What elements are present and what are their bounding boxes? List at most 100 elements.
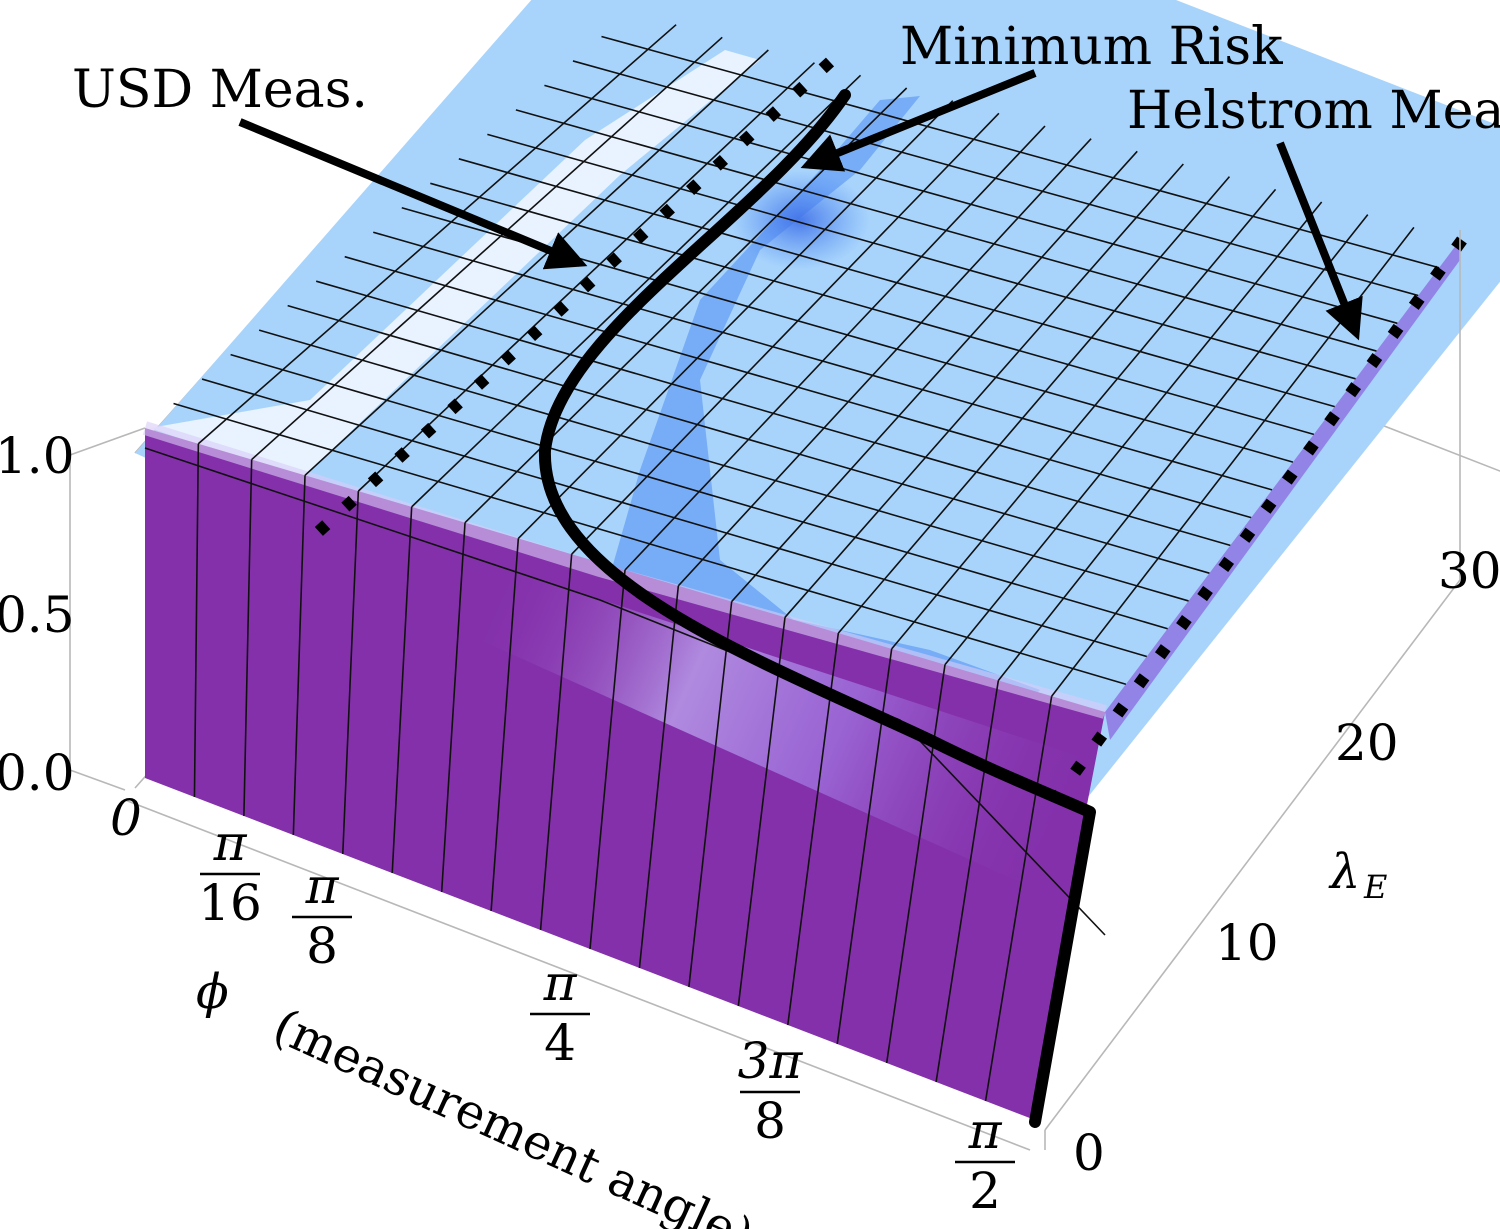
mesh-line xyxy=(544,84,1398,325)
x-tick-numerator: π xyxy=(213,814,248,872)
plot-box-front xyxy=(69,230,1461,1151)
mesh-line xyxy=(458,158,1335,408)
mesh-line xyxy=(517,100,954,540)
y-tick-label: 30 xyxy=(1438,542,1500,600)
mesh-line xyxy=(344,255,1252,519)
mesh-line xyxy=(357,62,815,492)
front-mesh-line xyxy=(391,506,413,874)
mesh-line xyxy=(891,188,1277,650)
z-tick-label: 0.0 xyxy=(0,744,75,802)
mesh-line xyxy=(304,49,769,476)
x-tick-denominator: 8 xyxy=(306,917,338,975)
mesh-line xyxy=(230,353,1168,630)
x-tick-numerator: π xyxy=(968,1102,1003,1160)
x-tick-denominator: 8 xyxy=(754,1092,786,1150)
helstrom-annotation: Helstrom Meas. xyxy=(1127,81,1500,141)
front-face-glow xyxy=(480,560,1090,900)
minimum-risk-annotation: Minimum Risk xyxy=(900,17,1283,77)
mesh-line xyxy=(731,150,1138,603)
x-tick: 3π8 xyxy=(738,1032,804,1150)
usd-annotation: USD Meas. xyxy=(72,60,368,120)
x-tick: 0 xyxy=(110,789,142,847)
mesh-line xyxy=(837,176,1231,634)
mesh-line xyxy=(624,125,1046,571)
front-mesh-line xyxy=(688,601,733,988)
valley-shade xyxy=(600,96,1040,720)
z-axis: 0.0 0.5 1.0 xyxy=(0,427,75,802)
minimum-risk-arrow xyxy=(800,69,1037,172)
x-tick-numerator: π xyxy=(543,954,578,1012)
ridge-highlight xyxy=(150,50,760,480)
x-tick-label: 0 xyxy=(110,789,142,847)
front-mesh-line xyxy=(638,585,680,969)
front-face xyxy=(142,421,1107,1120)
x-axis-label: ϕ (measurement angle) xyxy=(196,964,762,1229)
y-axis: 0 10 20 30 λ E xyxy=(1073,542,1500,1182)
front-mesh-line xyxy=(885,664,946,1064)
mesh-line xyxy=(430,182,1315,436)
z-tick-label: 1.0 xyxy=(0,427,75,485)
front-mesh-line xyxy=(935,680,1000,1083)
mesh-line xyxy=(411,74,862,508)
front-mesh-line xyxy=(341,491,360,855)
mesh-line xyxy=(944,201,1323,666)
mesh-line xyxy=(251,36,723,461)
mesh-line xyxy=(677,138,1092,587)
mesh-grid xyxy=(144,24,1440,1102)
helstrom-arrow xyxy=(1276,141,1363,341)
y-tick-label: 20 xyxy=(1335,714,1399,772)
x-axis-symbol: ϕ xyxy=(196,964,229,1020)
x-tick-denominator: 16 xyxy=(198,874,262,932)
y-tick-label: 0 xyxy=(1073,1124,1105,1182)
box-edge xyxy=(124,799,1031,1151)
front-mesh-line xyxy=(440,522,466,893)
mesh-line xyxy=(997,214,1369,681)
mesh-line xyxy=(784,163,1184,618)
x-tick-denominator: 2 xyxy=(969,1162,1001,1220)
box-edge xyxy=(69,427,146,456)
y-axis-subscript: E xyxy=(1363,868,1387,906)
mesh-line xyxy=(287,304,1210,574)
box-edge xyxy=(69,769,126,791)
x-axis-title: (measurement angle) xyxy=(265,998,762,1229)
z-tick-label: 0.5 xyxy=(0,586,75,644)
mesh-line xyxy=(515,109,1377,352)
y-axis-title: λ xyxy=(1328,844,1360,900)
front-mesh-line xyxy=(589,569,626,950)
mesh-line xyxy=(601,35,1440,269)
x-tick-denominator: 4 xyxy=(544,1014,576,1072)
mesh-line xyxy=(572,60,1419,297)
x-tick: π2 xyxy=(955,1102,1015,1220)
mesh-line xyxy=(197,24,677,445)
mesh-line xyxy=(315,280,1231,547)
measurement-curves xyxy=(310,57,1467,1128)
mesh-line xyxy=(173,402,1127,686)
front-mesh-line xyxy=(539,554,573,931)
mesh-line xyxy=(373,231,1273,491)
mesh-line xyxy=(258,329,1189,602)
x-tick: π8 xyxy=(292,857,352,975)
minimum-risk-curve xyxy=(538,89,1096,1128)
right-face-fill xyxy=(1105,240,1460,740)
front-face-fill xyxy=(145,428,1105,1120)
front-mesh-line xyxy=(193,443,200,798)
mesh-line xyxy=(201,378,1147,658)
box-edge xyxy=(1044,579,1461,1131)
y-tick-label: 10 xyxy=(1215,914,1279,972)
front-mesh-line xyxy=(737,617,786,1007)
mesh-line xyxy=(571,112,1000,555)
usd-arrow xyxy=(238,118,588,270)
front-top-rim xyxy=(142,421,1107,719)
front-mesh-line xyxy=(490,538,520,912)
annotations: USD Meas. Minimum Risk Helstrom Meas. xyxy=(72,17,1500,341)
usd-curve xyxy=(310,57,835,540)
right-face xyxy=(1105,240,1460,740)
front-mesh-line xyxy=(292,475,306,836)
x-tick-numerator: π xyxy=(305,857,340,915)
mesh-line xyxy=(487,133,1356,380)
x-tick: π4 xyxy=(530,954,590,1072)
x-tick: π16 xyxy=(198,814,262,932)
helstrom-curve xyxy=(1050,236,1467,804)
